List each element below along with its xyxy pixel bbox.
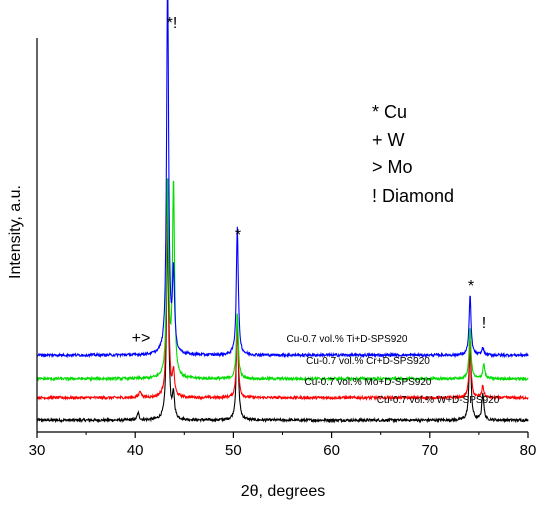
x-tick-label: 50 bbox=[225, 442, 242, 459]
series-line-3 bbox=[36, 0, 529, 359]
series-label-0: Cu-0.7 vol.% W+D-SPS920 bbox=[377, 395, 500, 406]
legend-box: * Cu + W > Mo ! Diamond bbox=[372, 102, 454, 206]
series-line-2 bbox=[36, 178, 529, 383]
series-line-0 bbox=[36, 225, 529, 424]
x-tick-label: 30 bbox=[29, 442, 46, 459]
axis-layer: 30 40 50 60 70 80 bbox=[29, 38, 537, 459]
legend-entry-diamond: ! Diamond bbox=[372, 186, 454, 206]
series-label-1: Cu-0.7 vol.% Mo+D-SPS920 bbox=[304, 377, 431, 388]
series-label-2: Cu-0.7 vol.% Cr+D-SPS920 bbox=[306, 356, 430, 367]
peak-annotation: ! bbox=[482, 315, 486, 332]
series-line-1 bbox=[36, 202, 529, 402]
x-tick-label: 40 bbox=[127, 442, 144, 459]
x-tick-label: 70 bbox=[421, 442, 438, 459]
y-axis-label: Intensity, a.u. bbox=[7, 185, 24, 279]
peak-annotation: *! bbox=[167, 15, 178, 32]
legend-entry-cu: * Cu bbox=[372, 102, 407, 122]
legend-entry-mo: > Mo bbox=[372, 157, 413, 177]
label-layer: Cu-0.7 vol.% W+D-SPS920 Cu-0.7 vol.% Mo+D… bbox=[132, 15, 500, 406]
peak-annotation: * bbox=[235, 227, 241, 244]
x-tick-label: 60 bbox=[323, 442, 340, 459]
series-label-3: Cu-0.7 vol.% Ti+D-SPS920 bbox=[287, 334, 408, 345]
x-axis-label: 2θ, degrees bbox=[241, 483, 326, 500]
series-layer bbox=[36, 0, 529, 424]
legend-entry-w: + W bbox=[372, 130, 405, 150]
peak-annotation: * bbox=[468, 278, 474, 295]
peak-annotation: +> bbox=[132, 330, 151, 347]
x-tick-label: 80 bbox=[520, 442, 537, 459]
